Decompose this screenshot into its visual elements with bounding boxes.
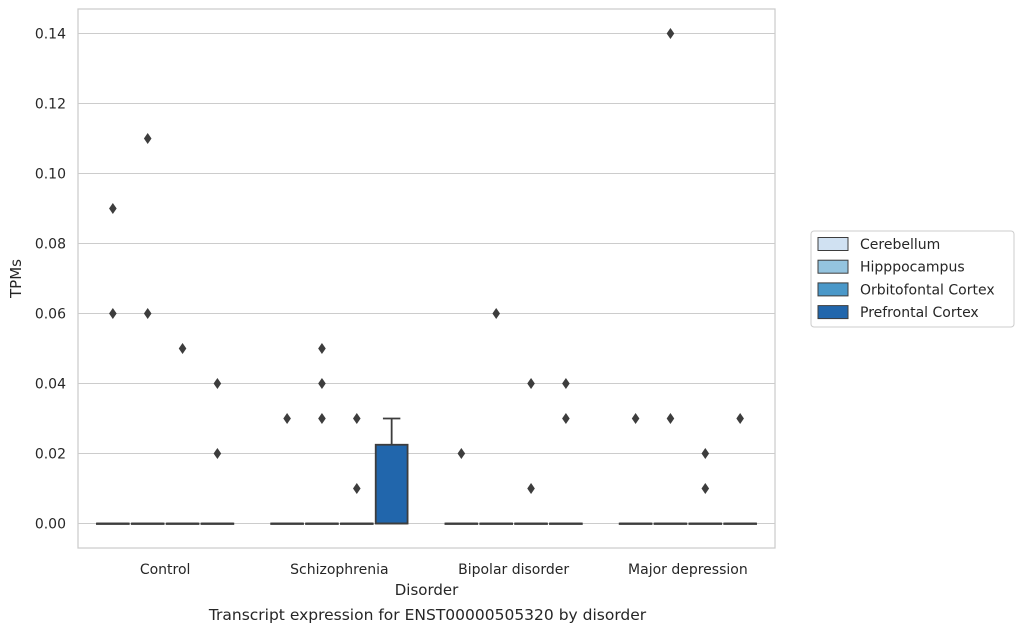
y-tick-label: 0.10 — [35, 167, 66, 183]
outlier-point — [701, 483, 710, 494]
outlier-point — [283, 413, 291, 424]
outlier-point — [109, 203, 117, 214]
y-tick-label: 0.12 — [35, 97, 66, 113]
outlier-point — [631, 413, 640, 424]
y-tick-label: 0.14 — [35, 27, 66, 43]
y-tick-label: 0.00 — [35, 517, 66, 533]
legend-swatch — [817, 259, 849, 274]
legend-label: Orbitofontal Cortex — [860, 282, 995, 298]
box-prefrontal-cortex — [374, 443, 409, 525]
legend-swatch — [817, 282, 849, 297]
outlier-point — [353, 483, 361, 494]
x-tick-label: Major depression — [628, 562, 748, 578]
outlier-point — [213, 378, 222, 389]
outlier-point — [562, 378, 570, 389]
outlier-point — [562, 413, 570, 424]
outlier-point — [143, 133, 152, 144]
y-tick-labels: 0.00 0.02 0.04 0.06 0.08 0.10 0.12 0.14 — [35, 27, 66, 533]
y-axis-label: TPMs — [7, 259, 25, 299]
y-tick-label: 0.04 — [35, 377, 66, 393]
legend-swatch — [817, 305, 849, 320]
outlier-point — [736, 413, 744, 424]
outlier-point — [666, 413, 675, 424]
x-axis-label: Disorder — [395, 581, 459, 599]
figure-caption: Transcript expression for ENST0000050532… — [208, 606, 647, 624]
outlier-point — [318, 378, 326, 389]
y-tick-label: 0.08 — [35, 237, 66, 253]
outlier-point — [666, 28, 675, 39]
outlier-point — [109, 308, 117, 319]
outlier-point — [527, 378, 535, 389]
legend-label: Cerebellum — [860, 237, 940, 253]
legend-swatch — [817, 237, 849, 251]
outlier-point — [527, 483, 535, 494]
x-tick-label: Schizophrenia — [290, 562, 388, 578]
x-tick-label: Control — [140, 562, 191, 578]
legend-label: Prefrontal Cortex — [860, 305, 979, 321]
outlier-point — [178, 343, 187, 354]
y-tick-label: 0.06 — [35, 307, 66, 323]
outlier-point — [701, 448, 710, 459]
x-tick-label: Bipolar disorder — [458, 562, 569, 578]
plot-frame — [77, 8, 776, 549]
legend-frame — [810, 230, 1015, 328]
y-tick-label: 0.02 — [35, 447, 66, 463]
outlier-point — [213, 448, 222, 459]
box-groups — [96, 28, 757, 525]
outlier-point — [318, 343, 326, 354]
x-tick-labels: Control Schizophrenia Bipolar disorder Majo… — [140, 562, 748, 578]
outlier-point — [143, 308, 152, 319]
gridlines — [78, 32, 775, 525]
outlier-point — [457, 448, 466, 459]
outlier-point — [353, 413, 361, 424]
outlier-point — [318, 413, 326, 424]
outlier-point — [492, 308, 500, 319]
legend-label: Hipppocampus — [860, 260, 965, 276]
legend: Cerebellum Hipppocampus Orbitofontal Corte… — [810, 230, 1015, 328]
